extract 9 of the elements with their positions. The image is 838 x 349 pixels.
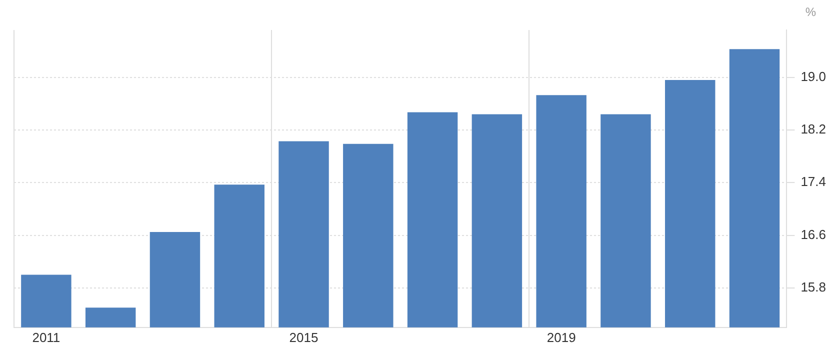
y-tick-label: 19.0 (800, 68, 826, 84)
y-tick-label: 17.4 (800, 174, 826, 190)
x-tick-label: 2011 (32, 330, 60, 345)
x-tick-label: 2019 (546, 330, 576, 345)
x-tick-label: 2015 (289, 330, 318, 345)
y-tick-label: 18.2 (800, 122, 826, 137)
y-axis-title: % (805, 5, 816, 19)
y-tick-label: 16.6 (800, 226, 826, 242)
y-tick-label: 15.8 (800, 280, 826, 294)
